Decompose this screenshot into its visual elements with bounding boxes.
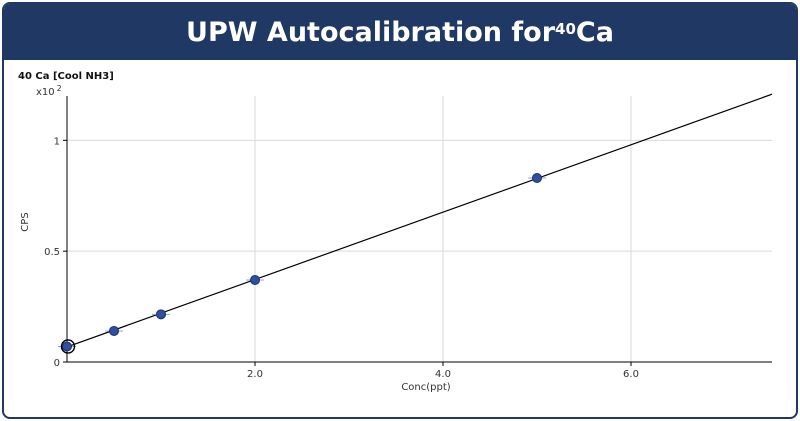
y-tick-label-0: 0 bbox=[54, 358, 60, 369]
y-multiplier-base: x10 bbox=[36, 87, 55, 98]
y-tick-label-1: 0.5 bbox=[44, 247, 60, 258]
calibration-chart: 40 Ca [Cool NH3] x10 2 2.0 4.0 6.0 0 0.5 1 Con… bbox=[18, 71, 773, 393]
chart-subtitle: 40 Ca [Cool NH3] bbox=[18, 71, 114, 82]
y-multiplier-exp: 2 bbox=[57, 84, 62, 93]
x-tick-label-0: 2.0 bbox=[247, 369, 263, 380]
data-point-2 bbox=[156, 309, 166, 320]
axes-layer bbox=[66, 96, 772, 363]
x-tick-label-1: 4.0 bbox=[435, 369, 451, 380]
grid-layer bbox=[67, 96, 772, 362]
data-point-0 bbox=[62, 341, 72, 352]
x-axis-label: Conc(ppt) bbox=[401, 382, 450, 393]
data-point-1 bbox=[109, 325, 119, 336]
data-point-3 bbox=[250, 274, 260, 285]
y-multiplier: x10 2 bbox=[36, 84, 62, 98]
data-point-4 bbox=[532, 173, 542, 184]
y-tick-label-2: 1 bbox=[54, 136, 60, 147]
title-isotope: 40 bbox=[555, 20, 576, 38]
x-tick-label-2: 6.0 bbox=[623, 369, 639, 380]
title-prefix: UPW Autocalibration for bbox=[186, 16, 556, 48]
fit-line bbox=[66, 93, 773, 348]
blank-point-ring bbox=[60, 339, 76, 354]
point-layer bbox=[58, 173, 546, 354]
fit-layer bbox=[66, 93, 773, 348]
page-title: UPW Autocalibration for 40 Ca bbox=[4, 4, 796, 60]
title-element: Ca bbox=[575, 16, 614, 48]
tick-layer: 2.0 4.0 6.0 0 0.5 1 bbox=[44, 136, 639, 380]
y-axis-label: CPS bbox=[20, 212, 31, 231]
